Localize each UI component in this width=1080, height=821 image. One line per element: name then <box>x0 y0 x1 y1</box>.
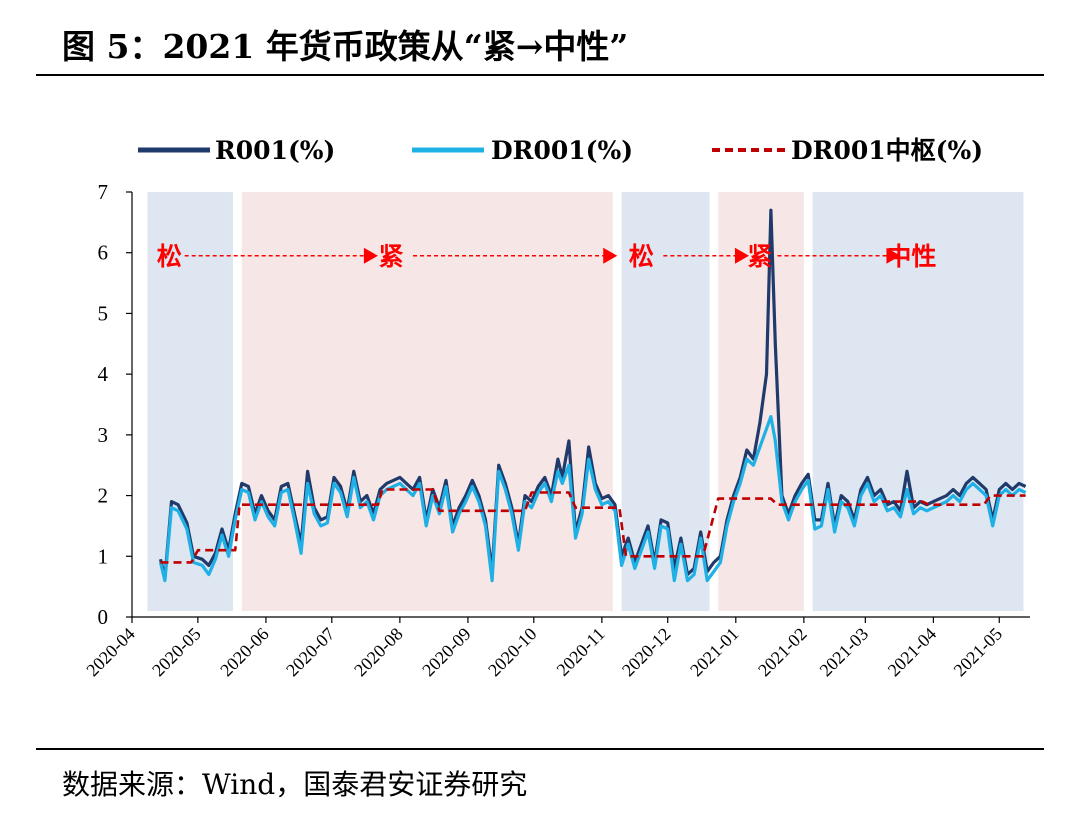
phase-label: 紧 <box>379 242 404 271</box>
phase-label: 松 <box>629 242 654 271</box>
phase-label: 紧 <box>747 242 772 271</box>
axes <box>131 192 1030 618</box>
legend-label-r001: R001(%) <box>215 136 335 165</box>
phase-band-loose-2 <box>621 192 710 611</box>
x-tick-label: 2020-05 <box>148 624 205 681</box>
y-tick-label: 6 <box>98 241 109 265</box>
y-tick-label: 1 <box>98 544 109 568</box>
y-tick-label: 2 <box>98 484 109 508</box>
phase-arrowhead <box>734 247 749 264</box>
series-line-dr001 <box>158 415 1027 583</box>
x-tick-label: 2021-05 <box>950 624 1007 681</box>
y-ticks: 0 1 2 3 4 5 6 7 <box>98 180 132 629</box>
x-tick-label: 2020-04 <box>82 624 139 681</box>
phase-label: 松 <box>157 242 182 271</box>
y-tick-label: 3 <box>98 423 109 447</box>
x-tick-label: 2021-03 <box>816 624 873 681</box>
x-tick-label: 2020-08 <box>350 624 407 681</box>
series-lines <box>158 208 1027 583</box>
x-tick-label: 2020-09 <box>418 624 475 681</box>
y-tick-label: 0 <box>98 605 109 629</box>
x-tick-label: 2021-04 <box>884 624 941 681</box>
source-note: 数据来源：Wind，国泰君安证券研究 <box>62 768 528 801</box>
figure-title: 图 5：2021 年货币政策从“紧→中性” <box>62 27 629 66</box>
phase-band-tight-3 <box>718 192 804 611</box>
phase-arrowhead <box>886 247 901 264</box>
x-tick-label: 2020-11 <box>553 624 609 680</box>
y-tick-label: 4 <box>98 362 109 386</box>
phase-arrowhead <box>363 247 378 264</box>
phase-band-tight-1 <box>241 192 613 611</box>
legend: R001(%) DR001(%) DR001中枢(%) <box>138 136 983 165</box>
phase-label: 中性 <box>886 242 936 271</box>
x-tick-label: 2020-12 <box>618 624 675 681</box>
chart-svg: R001(%) DR001(%) DR001中枢(%) 0 1 2 3 4 5 6 7 202… <box>82 136 1030 680</box>
phase-annotations: 松 紧 松 紧 中性 <box>157 242 937 271</box>
y-tick-label: 7 <box>98 180 109 204</box>
x-tick-label: 2020-07 <box>282 624 339 681</box>
bottom-rule <box>36 748 1044 750</box>
x-tick-label: 2020-06 <box>216 624 273 681</box>
phase-band-loose-4 <box>812 192 1024 611</box>
x-tick-label: 2021-02 <box>754 624 811 681</box>
y-tick-label: 5 <box>98 301 109 325</box>
phase-arrowhead <box>603 247 618 264</box>
x-tick-label: 2020-10 <box>484 624 541 681</box>
top-rule <box>36 74 1044 76</box>
x-tick-label: 2021-01 <box>686 624 743 681</box>
legend-label-dr001: DR001(%) <box>491 136 633 165</box>
x-ticks: 2020-04 2020-05 2020-06 2020-07 2020-08 2020-… <box>82 617 1006 680</box>
series-line-dr001-center <box>160 488 1026 564</box>
legend-label-dr001-center: DR001中枢(%) <box>791 136 983 165</box>
